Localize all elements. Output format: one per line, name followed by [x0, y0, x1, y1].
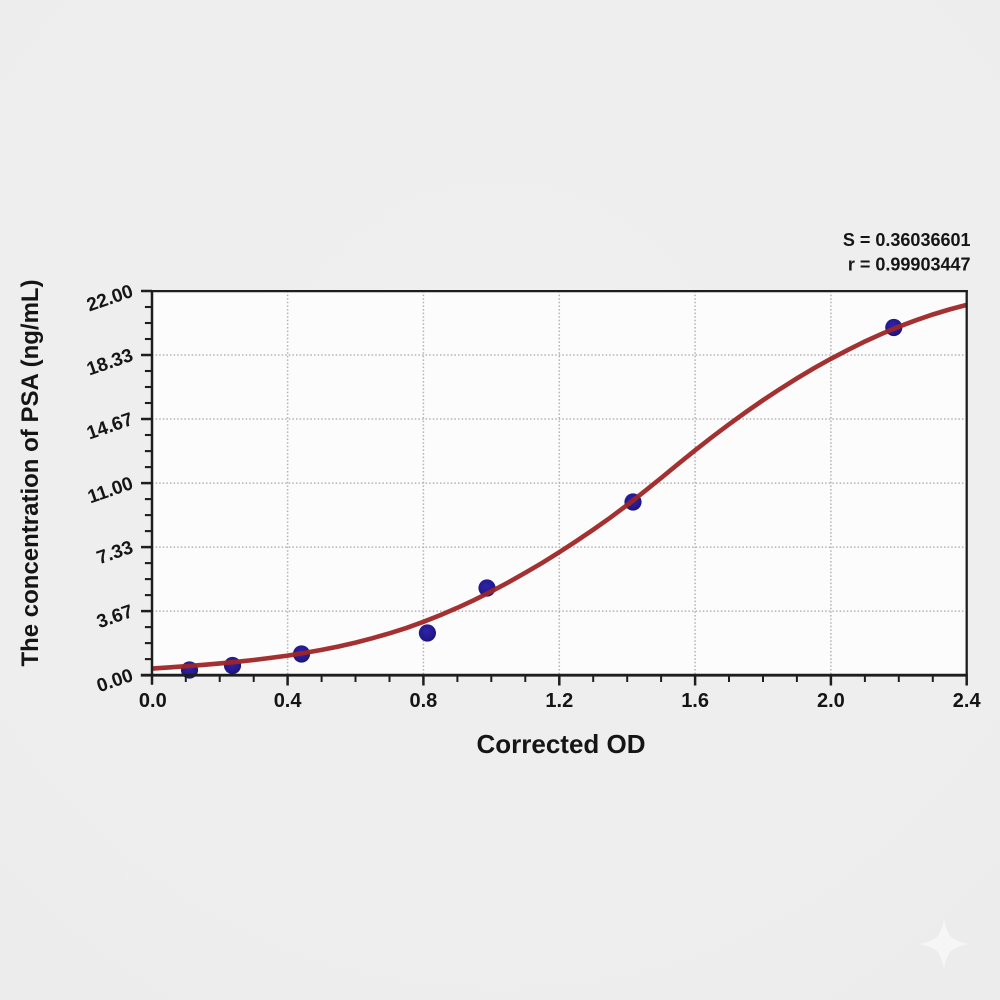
svg-text:S = 0.36036601: S = 0.36036601: [843, 230, 971, 250]
svg-text:1.6: 1.6: [681, 690, 709, 712]
svg-text:Corrected OD: Corrected OD: [476, 729, 645, 759]
svg-text:0.0: 0.0: [139, 690, 167, 712]
svg-text:0.4: 0.4: [274, 690, 303, 712]
svg-text:2.0: 2.0: [817, 690, 845, 712]
svg-text:2.4: 2.4: [953, 690, 982, 712]
svg-text:The concentration of PSA (ng/m: The concentration of PSA (ng/mL): [17, 279, 44, 666]
svg-text:0.8: 0.8: [409, 690, 437, 712]
svg-text:1.2: 1.2: [545, 690, 573, 712]
svg-text:r = 0.99903447: r = 0.99903447: [848, 255, 971, 275]
